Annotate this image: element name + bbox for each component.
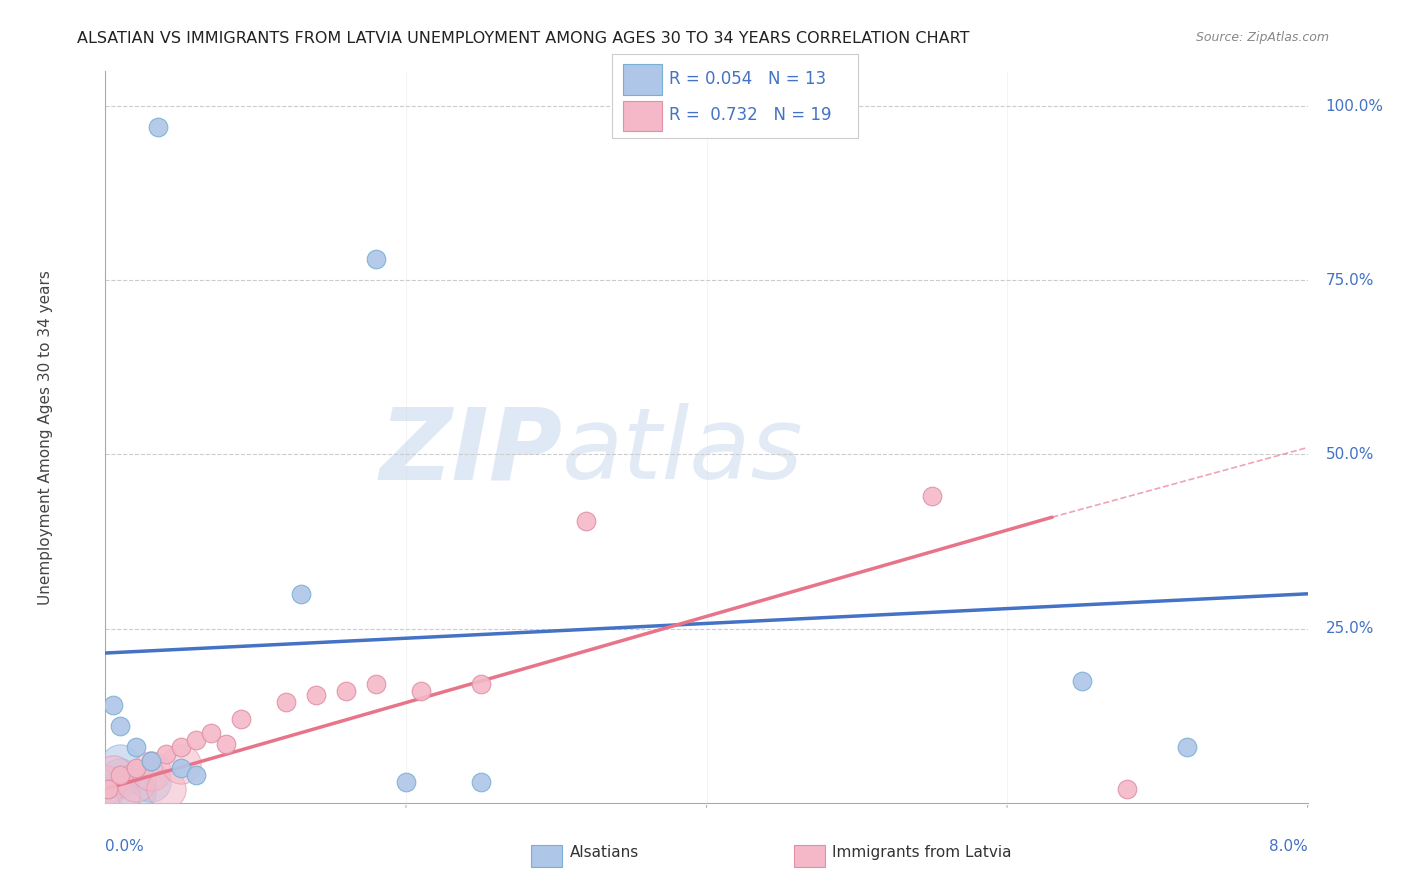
Point [139, 764, 162, 779]
Point [395, 775, 418, 789]
Point [274, 695, 297, 709]
Point [124, 775, 146, 789]
Text: 50.0%: 50.0% [1326, 447, 1374, 462]
Point [110, 719, 132, 733]
Point [101, 768, 124, 782]
Point [305, 688, 328, 702]
Text: Immigrants from Latvia: Immigrants from Latvia [832, 845, 1012, 860]
Point [409, 684, 432, 698]
Point [139, 775, 162, 789]
Point [290, 587, 312, 601]
Point [94, 781, 117, 796]
Point [169, 740, 191, 755]
Point [575, 514, 598, 528]
Point [229, 712, 252, 726]
Point [470, 775, 492, 789]
Text: 25.0%: 25.0% [1326, 621, 1374, 636]
Point [110, 768, 132, 782]
Point [184, 733, 207, 747]
Text: ZIP: ZIP [380, 403, 562, 500]
Text: atlas: atlas [562, 403, 804, 500]
Point [124, 740, 146, 755]
Point [200, 726, 222, 740]
Point [1116, 781, 1139, 796]
Point [470, 677, 492, 691]
Point [97, 781, 120, 796]
Text: 100.0%: 100.0% [1326, 99, 1384, 113]
Text: Unemployment Among Ages 30 to 34 years: Unemployment Among Ages 30 to 34 years [38, 269, 53, 605]
Point [335, 684, 357, 698]
Point [184, 768, 207, 782]
Point [110, 789, 132, 803]
Point [124, 761, 146, 775]
Point [110, 757, 132, 772]
Point [110, 772, 132, 786]
Point [364, 252, 387, 267]
Point [169, 761, 191, 775]
Point [155, 781, 177, 796]
Point [1175, 740, 1198, 755]
Text: R =  0.732   N = 19: R = 0.732 N = 19 [669, 106, 832, 124]
Point [101, 698, 124, 713]
Point [1071, 673, 1094, 688]
Point [139, 754, 162, 768]
Point [146, 120, 169, 134]
Text: ALSATIAN VS IMMIGRANTS FROM LATVIA UNEMPLOYMENT AMONG AGES 30 TO 34 YEARS CORREL: ALSATIAN VS IMMIGRANTS FROM LATVIA UNEMP… [77, 31, 970, 46]
Text: Source: ZipAtlas.com: Source: ZipAtlas.com [1195, 31, 1329, 45]
Text: 75.0%: 75.0% [1326, 273, 1374, 288]
Text: R = 0.054   N = 13: R = 0.054 N = 13 [669, 70, 827, 87]
Point [214, 737, 236, 751]
Point [155, 747, 177, 761]
Point [139, 754, 162, 768]
Point [124, 785, 146, 799]
Point [169, 757, 191, 772]
Point [921, 489, 943, 503]
Point [364, 677, 387, 691]
Text: 8.0%: 8.0% [1268, 839, 1308, 855]
Text: Alsatians: Alsatians [569, 845, 638, 860]
Text: 0.0%: 0.0% [105, 839, 145, 855]
Point [94, 778, 117, 792]
